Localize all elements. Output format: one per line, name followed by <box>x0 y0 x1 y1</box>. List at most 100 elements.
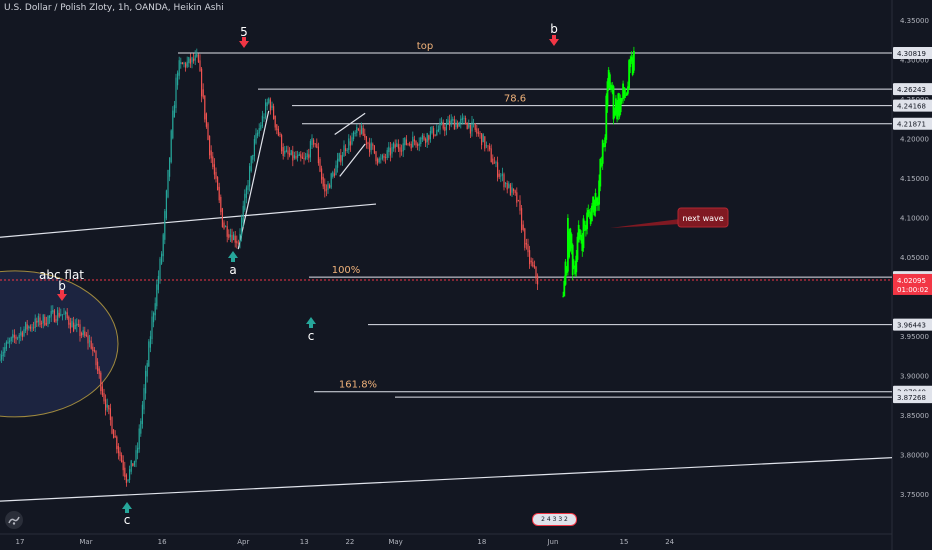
candle-body <box>289 153 291 156</box>
next-wave-callout[interactable]: next wave <box>610 207 729 228</box>
candle <box>578 229 581 240</box>
candle-body <box>612 86 615 120</box>
candle <box>177 70 179 90</box>
candle <box>477 128 479 137</box>
candle-body <box>20 331 22 336</box>
price-level-tag-bg <box>893 117 932 130</box>
candle-body <box>436 130 438 136</box>
candle-body <box>215 171 217 179</box>
candle <box>47 315 49 328</box>
y-tick-label: 3.80000 <box>900 452 929 460</box>
candle-body <box>595 197 598 204</box>
candle-body <box>521 208 523 231</box>
candle-body <box>619 97 622 113</box>
candle-body <box>273 106 275 119</box>
candle-body <box>287 150 289 155</box>
candle-body <box>605 95 608 140</box>
candle-body <box>258 128 260 134</box>
candle <box>445 118 447 136</box>
candle <box>217 175 219 191</box>
candle-body <box>82 330 84 335</box>
candle-body <box>397 144 399 149</box>
candle-body <box>434 134 436 136</box>
candle <box>151 310 153 345</box>
candle <box>263 113 265 122</box>
candle-body <box>383 155 385 158</box>
candle-body <box>487 145 489 147</box>
events-badge[interactable]: 2 4 3 3 2 <box>532 513 577 526</box>
candle-body <box>471 121 473 132</box>
candle-body <box>527 244 529 253</box>
candle <box>189 53 191 68</box>
candle-body <box>89 340 91 342</box>
candle-body <box>361 125 363 134</box>
channel-line-lower <box>339 143 366 177</box>
candle-body <box>602 146 605 148</box>
candle-body <box>143 388 145 410</box>
candle-body <box>563 280 566 297</box>
candle-body <box>476 128 478 134</box>
candle-body <box>148 341 150 367</box>
candle <box>183 61 185 68</box>
candle-body <box>396 143 398 147</box>
price-level-tag: 4.24168 <box>893 99 932 112</box>
candle <box>413 135 415 146</box>
candle-body <box>490 148 492 163</box>
candle <box>394 139 396 153</box>
candle <box>175 73 177 113</box>
candle-body <box>85 334 87 336</box>
candle <box>207 122 209 141</box>
tradingview-logo-icon[interactable] <box>5 511 23 529</box>
candle-body <box>380 158 382 160</box>
candle-body <box>439 122 441 130</box>
candle-body <box>415 140 417 146</box>
candle-body <box>141 404 143 425</box>
candle-body <box>249 166 251 187</box>
candle-body <box>611 85 614 89</box>
price-level-tag-bg <box>893 318 932 331</box>
candle <box>260 122 262 131</box>
candle <box>375 150 377 165</box>
candle-body <box>530 260 532 263</box>
candle <box>468 119 470 129</box>
candle <box>482 133 484 143</box>
candle <box>223 220 225 230</box>
candle <box>583 220 586 232</box>
candle-body <box>399 147 401 152</box>
candle <box>157 270 159 294</box>
candle-body <box>21 332 23 337</box>
candle <box>616 99 618 123</box>
y-tick-label: 3.85000 <box>900 412 929 420</box>
candle-body <box>313 139 315 145</box>
wedge-line-left <box>237 110 270 250</box>
candle <box>84 326 86 338</box>
candle-body <box>402 143 404 152</box>
candle <box>180 57 182 69</box>
candle-body <box>145 370 147 394</box>
price-level-value: 3.96443 <box>897 322 926 330</box>
candle <box>316 138 318 149</box>
candle <box>298 151 300 157</box>
candle <box>622 80 624 104</box>
candle-body <box>429 131 431 140</box>
candle-body <box>522 224 524 230</box>
arrow-down-icon <box>57 290 67 301</box>
candle <box>532 258 534 268</box>
candle <box>204 95 206 123</box>
candle-body <box>284 151 286 154</box>
candle <box>564 259 567 286</box>
candle <box>562 291 564 298</box>
candle-body <box>157 275 159 290</box>
candle-body <box>290 150 292 155</box>
wave-label: c <box>122 502 132 527</box>
candle-body <box>129 469 131 480</box>
candle-body <box>25 322 27 331</box>
candle <box>601 139 604 170</box>
candle <box>300 151 302 162</box>
candle <box>332 170 334 179</box>
candle-body <box>295 155 297 159</box>
candle-body <box>610 84 612 90</box>
candle-body <box>338 153 340 161</box>
candle <box>135 445 137 468</box>
